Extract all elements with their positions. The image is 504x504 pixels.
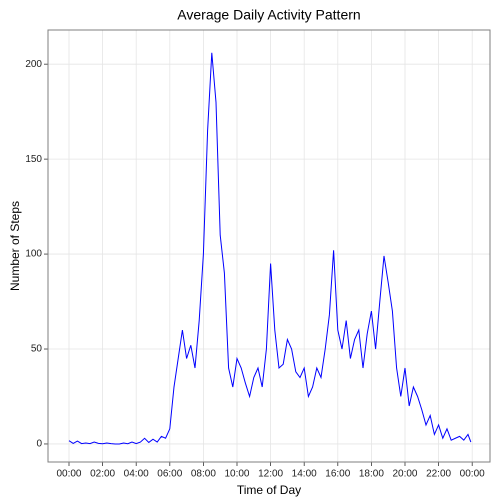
x-tick-label: 04:00: [124, 469, 149, 480]
x-tick-label: 14:00: [292, 469, 317, 480]
x-tick-label: 16:00: [325, 469, 350, 480]
y-tick-label: 150: [25, 154, 42, 165]
plot-border: [47, 29, 491, 463]
x-tick-label: 18:00: [359, 469, 384, 480]
y-axis-title: Number of Steps: [8, 201, 22, 291]
x-tick-label: 00:00: [460, 469, 485, 480]
y-tick-label: 0: [36, 439, 42, 450]
x-tick-label: 02:00: [90, 469, 115, 480]
x-tick-label: 10:00: [224, 469, 249, 480]
x-tick-label: 08:00: [191, 469, 216, 480]
data-line: [68, 52, 472, 445]
chart-title: Average Daily Activity Pattern: [177, 7, 360, 23]
x-tick-label: 20:00: [392, 469, 417, 480]
x-tick-label: 06:00: [157, 469, 182, 480]
x-tick-label: 00:00: [56, 469, 81, 480]
x-axis-title: Time of Day: [237, 483, 301, 497]
x-tick-label: 22:00: [426, 469, 451, 480]
y-tick-label: 100: [25, 249, 42, 260]
y-tick-label: 50: [31, 344, 43, 355]
x-tick-label: 12:00: [258, 469, 283, 480]
y-tick-label: 200: [25, 59, 42, 70]
